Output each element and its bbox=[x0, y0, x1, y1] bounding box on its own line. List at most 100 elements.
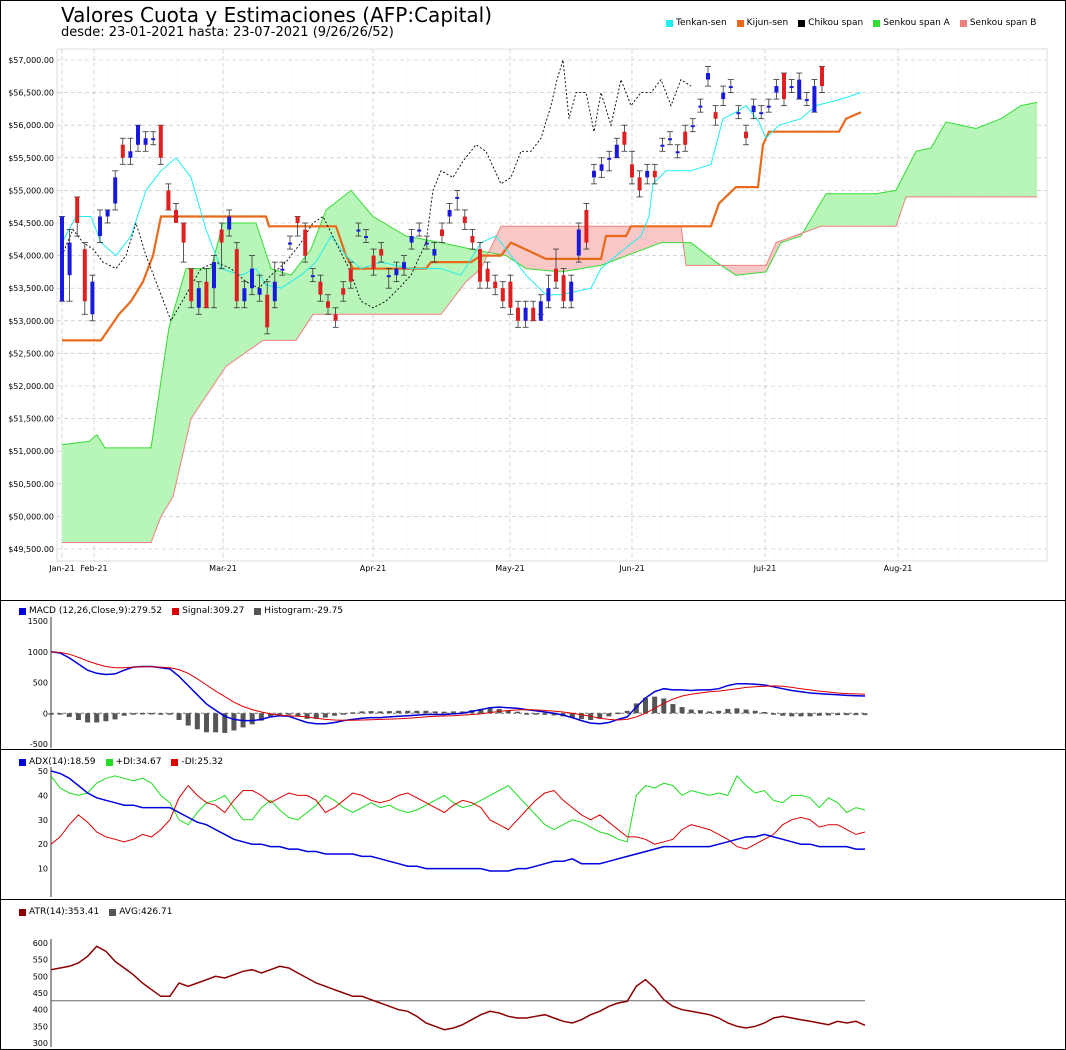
kumo-cloud-segment bbox=[361, 203, 366, 315]
kumo-cloud-segment bbox=[649, 226, 654, 247]
macd-legend: MACD (12,26,Close,9):279.52 Signal:309.2… bbox=[19, 606, 343, 616]
kumo-cloud-segment bbox=[193, 268, 198, 415]
histogram-bar bbox=[569, 713, 575, 718]
candle-body bbox=[607, 157, 612, 160]
atr-line bbox=[50, 945, 866, 1031]
kumo-cloud-segment bbox=[970, 127, 975, 198]
y-tick-label: $52,000.00 bbox=[8, 382, 54, 391]
candle-body bbox=[478, 249, 482, 282]
kumo-cloud-segment bbox=[910, 155, 915, 198]
histogram-bar bbox=[414, 710, 420, 714]
kumo-cloud-segment bbox=[217, 230, 222, 379]
kumo-cloud-segment bbox=[109, 447, 114, 543]
kumo-cloud-segment bbox=[595, 226, 600, 267]
candle-body bbox=[782, 73, 786, 100]
kumo-cloud-segment bbox=[565, 226, 570, 272]
candle-body bbox=[432, 249, 437, 256]
kijun-sen-line bbox=[62, 111, 862, 342]
candle-body bbox=[751, 105, 756, 113]
candle-body bbox=[538, 301, 543, 321]
kumo-cloud-segment bbox=[223, 222, 228, 370]
kumo-cloud-segment bbox=[541, 226, 546, 271]
kumo-cloud-segment bbox=[751, 265, 756, 274]
kumo-cloud-segment bbox=[139, 447, 144, 543]
candle-body bbox=[280, 268, 285, 271]
kumo-cloud-segment bbox=[1024, 104, 1029, 198]
kumo-cloud-segment bbox=[529, 226, 534, 270]
kumo-cloud-segment bbox=[889, 190, 894, 227]
kumo-cloud-segment bbox=[352, 192, 357, 315]
kumo-cloud-segment bbox=[937, 130, 942, 198]
legend-avg: AVG:426.71 bbox=[109, 907, 172, 917]
kumo-cloud-segment bbox=[145, 447, 150, 543]
candle-body bbox=[485, 268, 490, 282]
candle-body bbox=[394, 268, 399, 276]
kumo-cloud-segment bbox=[946, 121, 951, 198]
kumo-cloud-segment bbox=[100, 440, 105, 543]
candle-body bbox=[120, 144, 125, 158]
y-tick-label: $55,000.00 bbox=[8, 186, 54, 195]
candle-body bbox=[675, 151, 680, 154]
histogram-bar bbox=[853, 713, 859, 716]
y-tick-label: $50,500.00 bbox=[8, 480, 54, 489]
histogram-bar bbox=[716, 710, 722, 714]
kumo-cloud-segment bbox=[1033, 102, 1038, 198]
candle-body bbox=[804, 99, 809, 102]
kumo-cloud-segment bbox=[748, 265, 753, 274]
kumo-cloud-segment bbox=[982, 124, 987, 198]
kumo-cloud-segment bbox=[919, 149, 924, 198]
candle-body bbox=[333, 314, 338, 321]
kumo-cloud-segment bbox=[652, 226, 657, 246]
candle-body bbox=[174, 209, 178, 223]
kumo-cloud-segment bbox=[667, 226, 672, 243]
x-tick-label: Feb-21 bbox=[80, 564, 107, 573]
kumo-cloud-segment bbox=[130, 447, 135, 543]
kumo-cloud-segment bbox=[148, 441, 153, 543]
candle-body bbox=[90, 281, 95, 315]
histogram-bar bbox=[551, 713, 557, 716]
candle-body bbox=[82, 249, 87, 302]
candle-body bbox=[158, 125, 163, 158]
kumo-cloud-segment bbox=[886, 191, 891, 227]
histogram-bar bbox=[533, 713, 539, 715]
kumo-cloud-segment bbox=[277, 270, 282, 341]
kumo-cloud-segment bbox=[70, 443, 75, 543]
kumo-cloud-segment bbox=[670, 226, 675, 243]
kumo-cloud-segment bbox=[691, 243, 696, 266]
candle-body bbox=[402, 262, 406, 269]
kumo-cloud-segment bbox=[178, 282, 183, 471]
histogram-bar bbox=[112, 713, 118, 720]
x-tick-label: Jun-21 bbox=[618, 564, 645, 573]
kumo-cloud-segment bbox=[988, 121, 993, 198]
kumo-cloud-segment bbox=[973, 127, 978, 198]
candle-body bbox=[181, 223, 186, 243]
macd-plot: 1500 1000 500 0 -500 bbox=[28, 617, 868, 749]
macd-panel: MACD (12,26,Close,9):279.52 Signal:309.2… bbox=[0, 600, 1066, 751]
kumo-cloud-segment bbox=[622, 226, 627, 258]
kumo-cloud-segment bbox=[364, 206, 369, 315]
kumo-cloud-segment bbox=[418, 238, 423, 315]
kumo-cloud-segment bbox=[880, 192, 885, 227]
kumo-cloud-segment bbox=[568, 226, 573, 271]
kumo-cloud-segment bbox=[64, 443, 69, 543]
candle-body bbox=[599, 164, 604, 171]
candle-body bbox=[690, 125, 695, 128]
kumo-cloud-segment bbox=[304, 252, 309, 328]
histogram-bar bbox=[66, 713, 72, 717]
histogram-bar bbox=[377, 711, 383, 714]
kumo-cloud-segment bbox=[421, 238, 426, 315]
histogram-bar bbox=[295, 713, 301, 717]
histogram-bar bbox=[624, 710, 630, 714]
kumo-cloud-segment bbox=[166, 323, 171, 508]
kumo-cloud-segment bbox=[835, 193, 840, 227]
kumo-cloud-segment bbox=[853, 193, 858, 227]
histogram-bar bbox=[542, 713, 548, 715]
kumo-cloud-segment bbox=[754, 265, 759, 274]
kumo-cloud-segment bbox=[184, 268, 189, 445]
candle-body bbox=[189, 268, 194, 302]
kumo-cloud-segment bbox=[313, 233, 318, 315]
histogram-bar bbox=[578, 713, 584, 720]
kumo-cloud-segment bbox=[376, 218, 381, 315]
kumo-cloud-segment bbox=[91, 436, 96, 543]
kumo-cloud-segment bbox=[85, 441, 90, 543]
